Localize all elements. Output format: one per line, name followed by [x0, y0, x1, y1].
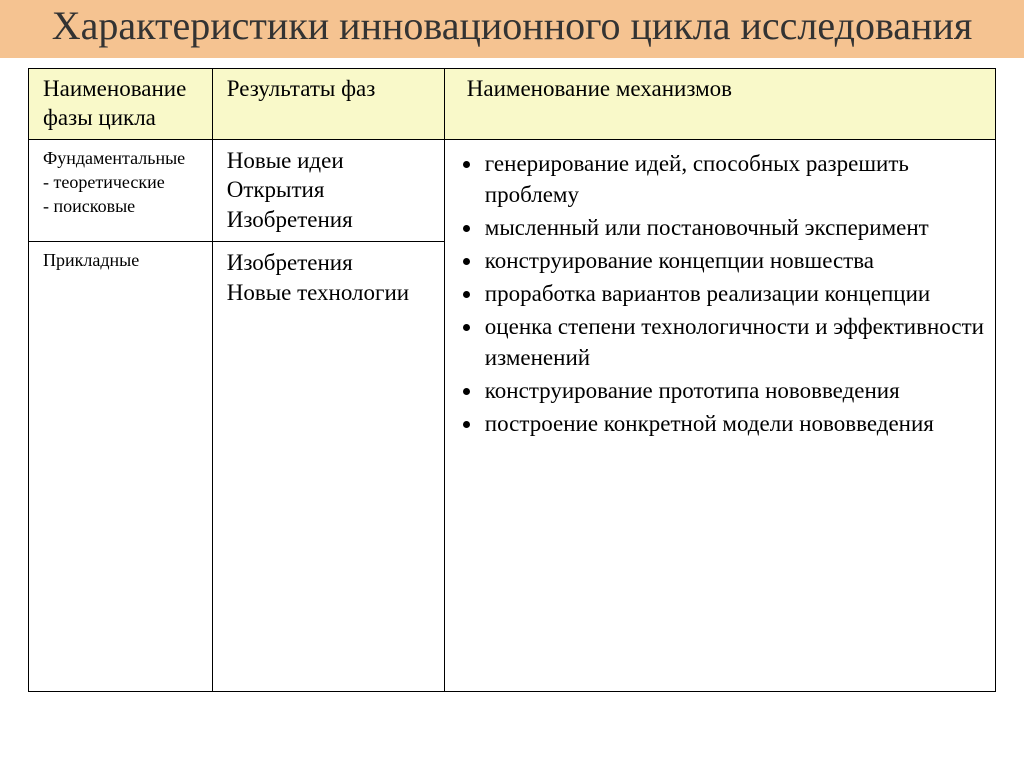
header-mechanisms: Наименование механизмов — [444, 69, 995, 140]
list-item: проработка вариантов реализации концепци… — [483, 278, 985, 309]
table-row: Фундаментальные- теоретические- поисковы… — [29, 139, 996, 242]
header-phase: Наименование фазы цикла — [29, 69, 213, 140]
mechanisms-list: генерирование идей, способных разрешить … — [459, 148, 985, 439]
list-item: генерирование идей, способных разрешить … — [483, 148, 985, 210]
cell-phase-1: Фундаментальные- теоретические- поисковы… — [29, 139, 213, 242]
list-item: конструирование прототипа нововведения — [483, 375, 985, 406]
cell-results-2: ИзобретенияНовые технологии — [212, 242, 444, 692]
table-container: Наименование фазы цикла Результаты фаз Н… — [0, 58, 1024, 692]
table-header-row: Наименование фазы цикла Результаты фаз Н… — [29, 69, 996, 140]
slide: Характеристики инновационного цикла иссл… — [0, 0, 1024, 767]
cell-results-1: Новые идеиОткрытияИзобретения — [212, 139, 444, 242]
header-mechanisms-text: Наименование механизмов — [459, 75, 732, 104]
cell-mechanisms: генерирование идей, способных разрешить … — [444, 139, 995, 692]
list-item: оценка степени технологичности и эффекти… — [483, 311, 985, 373]
list-item: построение конкретной модели нововведени… — [483, 408, 985, 439]
list-item: мысленный или постановочный эксперимент — [483, 212, 985, 243]
slide-title: Характеристики инновационного цикла иссл… — [0, 0, 1024, 58]
list-item: конструирование концепции новшества — [483, 245, 985, 276]
cell-phase-2: Прикладные — [29, 242, 213, 692]
header-results: Результаты фаз — [212, 69, 444, 140]
characteristics-table: Наименование фазы цикла Результаты фаз Н… — [28, 68, 996, 692]
